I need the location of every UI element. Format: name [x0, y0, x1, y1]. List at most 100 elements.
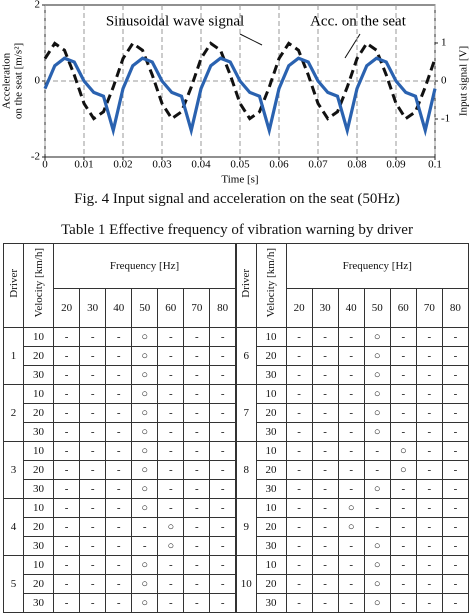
table-row: 30- - - - ○ - -30- - - ○ - - -: [4, 536, 470, 556]
result-cell: ○: [363, 346, 391, 366]
result-cell: -: [53, 384, 81, 404]
frequency-label: 30: [311, 288, 339, 328]
driver-cell: 1: [2, 327, 25, 385]
result-cell: -: [389, 403, 417, 423]
driver-cell: 3: [2, 441, 25, 499]
y-axis-label: on the seat [m/s²]: [13, 43, 25, 119]
result-cell: -: [415, 327, 443, 347]
result-cell: -: [209, 536, 237, 556]
result-cell: -: [311, 365, 339, 385]
x-tick-label: 0.08: [347, 159, 367, 171]
result-cell: ○: [363, 422, 391, 442]
table: Driver Velocity [km/h] Frequency [Hz] Drive…: [2, 243, 470, 613]
velocity-cell: 20: [23, 574, 55, 594]
result-cell: -: [337, 460, 365, 480]
velocity-cell: 10: [23, 555, 55, 575]
result-cell: ○: [363, 479, 391, 499]
result-cell: -: [389, 555, 417, 575]
result-cell: -: [311, 555, 339, 575]
driver-cell: 5: [2, 555, 25, 613]
result-cell: ○: [363, 593, 391, 613]
result-cell: -: [389, 479, 417, 499]
result-cell: -: [157, 365, 185, 385]
result-cell: -: [389, 498, 417, 518]
result-cell: -: [53, 441, 81, 461]
result-cell: -: [337, 574, 365, 594]
velocity-header: Velocity [km/h]: [255, 243, 287, 328]
y2-tick-label: -1: [441, 113, 450, 125]
result-cell: -: [209, 555, 237, 575]
result-cell: -: [105, 460, 133, 480]
result-cell: -: [389, 384, 417, 404]
result-cell: -: [441, 346, 470, 366]
velocity-cell: 10: [23, 498, 55, 518]
result-cell: -: [363, 498, 391, 518]
y-axis-label: Acceleration: [1, 52, 13, 109]
result-cell: -: [285, 403, 313, 423]
result-cell: -: [389, 422, 417, 442]
result-cell: -: [105, 479, 133, 499]
velocity-cell: 30: [255, 593, 287, 613]
data-line: [43, 56, 437, 137]
table-row: 1 10- - - ○ - - -6 10- - - ○ - - -: [2, 327, 470, 385]
frequency-label: 80: [209, 288, 237, 328]
result-cell: ○: [337, 498, 365, 518]
result-cell: -: [285, 346, 313, 366]
driver-cell: 7: [234, 384, 257, 442]
driver-cell: 8: [234, 441, 257, 499]
result-cell: -: [53, 593, 81, 613]
result-cell: -: [183, 384, 211, 404]
result-cell: -: [183, 593, 211, 613]
result-cell: -: [337, 403, 365, 423]
result-cell: -: [415, 555, 443, 575]
result-cell: -: [79, 517, 107, 537]
result-cell: ○: [157, 536, 185, 556]
y-tick-label: 2: [35, 0, 41, 11]
result-cell: -: [311, 403, 339, 423]
result-cell: -: [209, 365, 237, 385]
result-cell: ○: [363, 536, 391, 556]
result-cell: ○: [157, 517, 185, 537]
result-cell: -: [209, 384, 237, 404]
result-cell: -: [337, 384, 365, 404]
result-cell: -: [311, 479, 339, 499]
result-cell: -: [285, 479, 313, 499]
result-cell: -: [157, 593, 185, 613]
result-cell: -: [79, 384, 107, 404]
driver-header-text: Driver: [7, 268, 20, 298]
result-cell: -: [285, 441, 313, 461]
frequency-label: 20: [285, 288, 313, 328]
result-cell: -: [157, 479, 185, 499]
result-cell: -: [285, 517, 313, 537]
result-cell: -: [79, 498, 107, 518]
result-cell: ○: [363, 327, 391, 347]
result-cell: ○: [389, 460, 417, 480]
result-cell: ○: [131, 593, 159, 613]
velocity-cell: 20: [255, 403, 287, 423]
result-cell: -: [415, 517, 443, 537]
driver-header: Driver: [234, 243, 257, 328]
frequency-label: 20: [53, 288, 81, 328]
result-cell: -: [415, 422, 443, 442]
result-cell: ○: [131, 403, 159, 423]
result-cell: -: [53, 517, 81, 537]
result-cell: -: [389, 593, 417, 613]
table-row: 4 10- - - ○ - - -9 10- - ○ - - - -: [2, 498, 470, 556]
result-cell: ○: [131, 460, 159, 480]
result-cell: -: [53, 403, 81, 423]
result-cell: ○: [363, 574, 391, 594]
result-cell: -: [389, 365, 417, 385]
frequency-label: 40: [105, 288, 133, 328]
result-cell: -: [415, 365, 443, 385]
result-cell: -: [311, 384, 339, 404]
result-cell: -: [441, 403, 470, 423]
result-cell: -: [209, 422, 237, 442]
table-row: 30- - - ○ - - -30- - - ○ - - -: [4, 422, 470, 442]
result-cell: ○: [131, 441, 159, 461]
result-cell: -: [311, 574, 339, 594]
result-cell: -: [285, 536, 313, 556]
frequency-header: Frequency [Hz]: [53, 243, 237, 289]
result-cell: -: [311, 498, 339, 518]
result-cell: -: [389, 346, 417, 366]
